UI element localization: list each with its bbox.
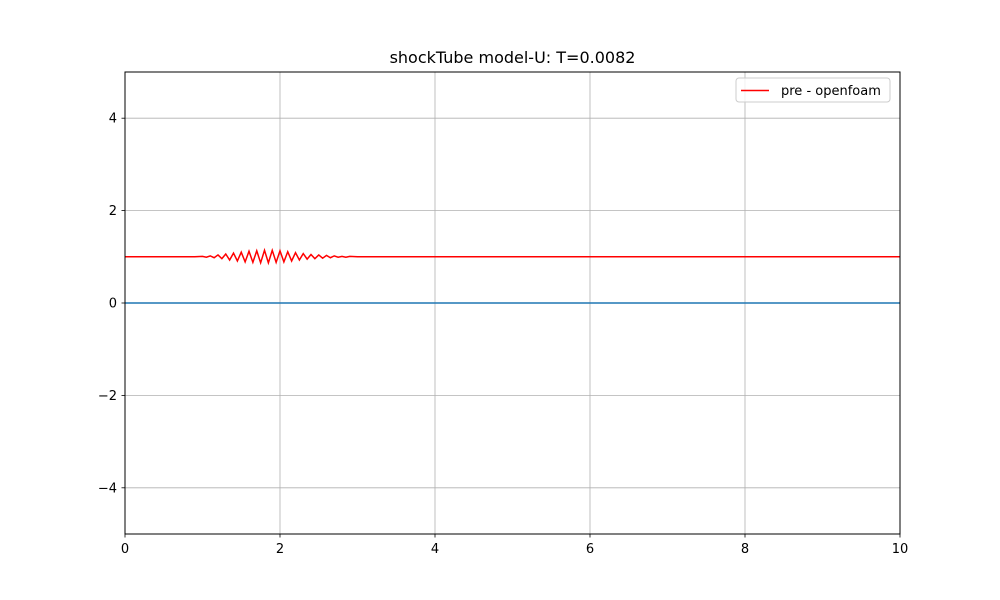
- ticks: 0 2 4 6 8 10 −4 −2 0 2 4: [98, 112, 908, 557]
- series-line-pre-openfoam: [125, 247, 900, 266]
- x-tick-label: 0: [121, 542, 129, 557]
- x-tick-label: 4: [431, 542, 439, 557]
- y-tick-label: 2: [109, 204, 117, 219]
- legend: pre - openfoam: [735, 77, 891, 103]
- y-tick-label: −2: [98, 389, 117, 404]
- legend-box: [735, 77, 891, 103]
- y-tick-label: −4: [98, 481, 117, 496]
- x-tick-label: 8: [741, 542, 749, 557]
- y-tick-label: 0: [109, 297, 117, 312]
- legend-label: pre - openfoam: [781, 84, 881, 99]
- x-tick-label: 6: [586, 542, 594, 557]
- y-tick-label: 4: [109, 112, 117, 127]
- x-tick-label: 2: [276, 542, 284, 557]
- series-layer: [125, 247, 900, 304]
- x-tick-label: 10: [892, 542, 909, 557]
- chart-title: shockTube model-U: T=0.0082: [390, 48, 636, 67]
